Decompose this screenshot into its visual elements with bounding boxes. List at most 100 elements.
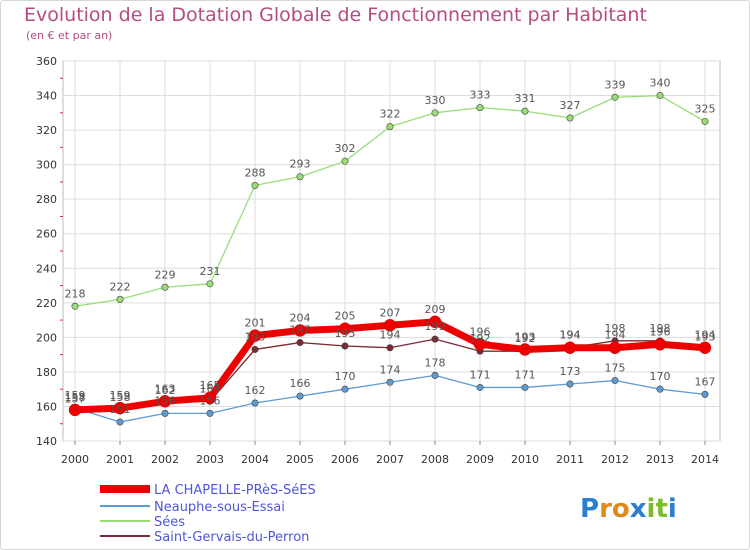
- y-tick-label: 180: [36, 366, 57, 379]
- data-point: [68, 403, 82, 417]
- data-label: 170: [335, 370, 356, 383]
- x-tick-label: 2003: [196, 453, 224, 466]
- legend-item-2: Sées: [100, 515, 185, 530]
- data-label: 194: [605, 329, 626, 342]
- data-label: 339: [605, 78, 626, 91]
- data-point: [251, 399, 259, 407]
- x-tick-label: 2007: [376, 453, 404, 466]
- data-point: [116, 418, 124, 426]
- data-label: 159: [110, 389, 131, 402]
- y-tick-label: 200: [36, 331, 57, 344]
- data-point: [251, 345, 259, 353]
- logo-letter: i: [647, 494, 656, 524]
- data-point: [656, 385, 664, 393]
- data-label: 194: [560, 329, 581, 342]
- data-label: 330: [425, 94, 446, 107]
- legend-item-0: LA CHAPELLE-PRèS-SéES: [100, 483, 316, 498]
- legend: LA CHAPELLE-PRèS-SéES Neauphe-sous-EssaiS…: [100, 483, 316, 545]
- data-point: [383, 319, 397, 332]
- logo-letter: x: [630, 494, 647, 524]
- y-tick-labels: 140 160 180 200 220 240 260 280 300 320 340 360: [36, 55, 57, 448]
- data-label: 333: [470, 89, 491, 102]
- data-point: [476, 104, 484, 112]
- legend-label: LA CHAPELLE-PRèS-SéES: [154, 483, 316, 498]
- data-label: 193: [245, 330, 266, 343]
- x-tick-label: 2008: [421, 453, 449, 466]
- series-lines: [68, 92, 712, 426]
- data-point: [473, 338, 487, 351]
- data-label: 293: [290, 158, 311, 171]
- series-2: [71, 92, 709, 310]
- data-point: [476, 383, 484, 391]
- data-point: [521, 107, 529, 115]
- data-point: [386, 344, 394, 352]
- data-label: 231: [200, 265, 221, 278]
- data-label: 209: [425, 303, 446, 316]
- legend-label: Sées: [154, 515, 185, 530]
- data-label: 194: [380, 329, 401, 342]
- data-label: 151: [110, 403, 131, 416]
- data-point: [161, 409, 169, 417]
- data-label: 165: [200, 379, 221, 392]
- data-label: 192: [470, 332, 491, 345]
- data-label: 156: [200, 394, 221, 407]
- x-tick-label: 2004: [241, 453, 269, 466]
- series-0: [68, 315, 712, 417]
- data-label: 173: [560, 365, 581, 378]
- data-label: 198: [650, 322, 671, 335]
- data-point: [431, 371, 439, 379]
- logo-letter: i: [668, 494, 677, 524]
- data-point: [113, 401, 127, 415]
- data-label: 156: [155, 394, 176, 407]
- x-tick-label: 2010: [511, 453, 539, 466]
- data-point: [293, 324, 307, 337]
- data-point: [248, 329, 262, 342]
- data-point: [341, 157, 349, 165]
- logo-letter: t: [655, 494, 667, 524]
- data-label: 229: [155, 268, 176, 281]
- data-label: 163: [155, 382, 176, 395]
- data-point: [338, 322, 352, 335]
- data-label: 170: [650, 370, 671, 383]
- data-point: [521, 383, 529, 391]
- data-point: [206, 409, 214, 417]
- data-label: 158: [65, 391, 86, 404]
- data-point: [701, 390, 709, 398]
- data-label: 302: [335, 142, 356, 155]
- data-label: 196: [470, 325, 491, 338]
- chart-subtitle: (en € et par an): [26, 29, 113, 42]
- data-point: [296, 392, 304, 400]
- data-label: 178: [425, 356, 446, 369]
- data-label: 204: [290, 311, 311, 324]
- data-label: 193: [515, 330, 536, 343]
- data-label: 159: [65, 389, 86, 402]
- proxiti-logo: Proxiti: [580, 494, 677, 524]
- x-tick-label: 2013: [646, 453, 674, 466]
- data-label: 205: [335, 310, 356, 323]
- data-point: [158, 395, 172, 408]
- y-tick-label: 280: [36, 193, 57, 206]
- data-point: [71, 302, 79, 310]
- data-label: 194: [695, 329, 716, 342]
- y-tick-label: 240: [36, 262, 57, 275]
- data-label: 171: [515, 368, 536, 381]
- x-tick-label: 2001: [106, 453, 134, 466]
- data-label: 157: [65, 393, 86, 406]
- data-label: 195: [335, 327, 356, 340]
- legend-label: Neauphe-sous-Essai: [154, 500, 285, 515]
- data-point: [656, 92, 664, 100]
- x-tick-label: 2011: [556, 453, 584, 466]
- data-point: [341, 342, 349, 350]
- legend-item-1: Neauphe-sous-Essai: [100, 500, 285, 515]
- data-point: [386, 378, 394, 386]
- x-tick-label: 2006: [331, 453, 359, 466]
- x-tick-label: 2014: [691, 453, 719, 466]
- data-point: [653, 338, 667, 351]
- logo-letter: r: [599, 494, 612, 524]
- data-label: 194: [560, 329, 581, 342]
- data-point: [203, 391, 217, 405]
- data-label: 167: [695, 375, 716, 388]
- data-label: 175: [605, 362, 626, 375]
- logo-letter: o: [612, 494, 630, 524]
